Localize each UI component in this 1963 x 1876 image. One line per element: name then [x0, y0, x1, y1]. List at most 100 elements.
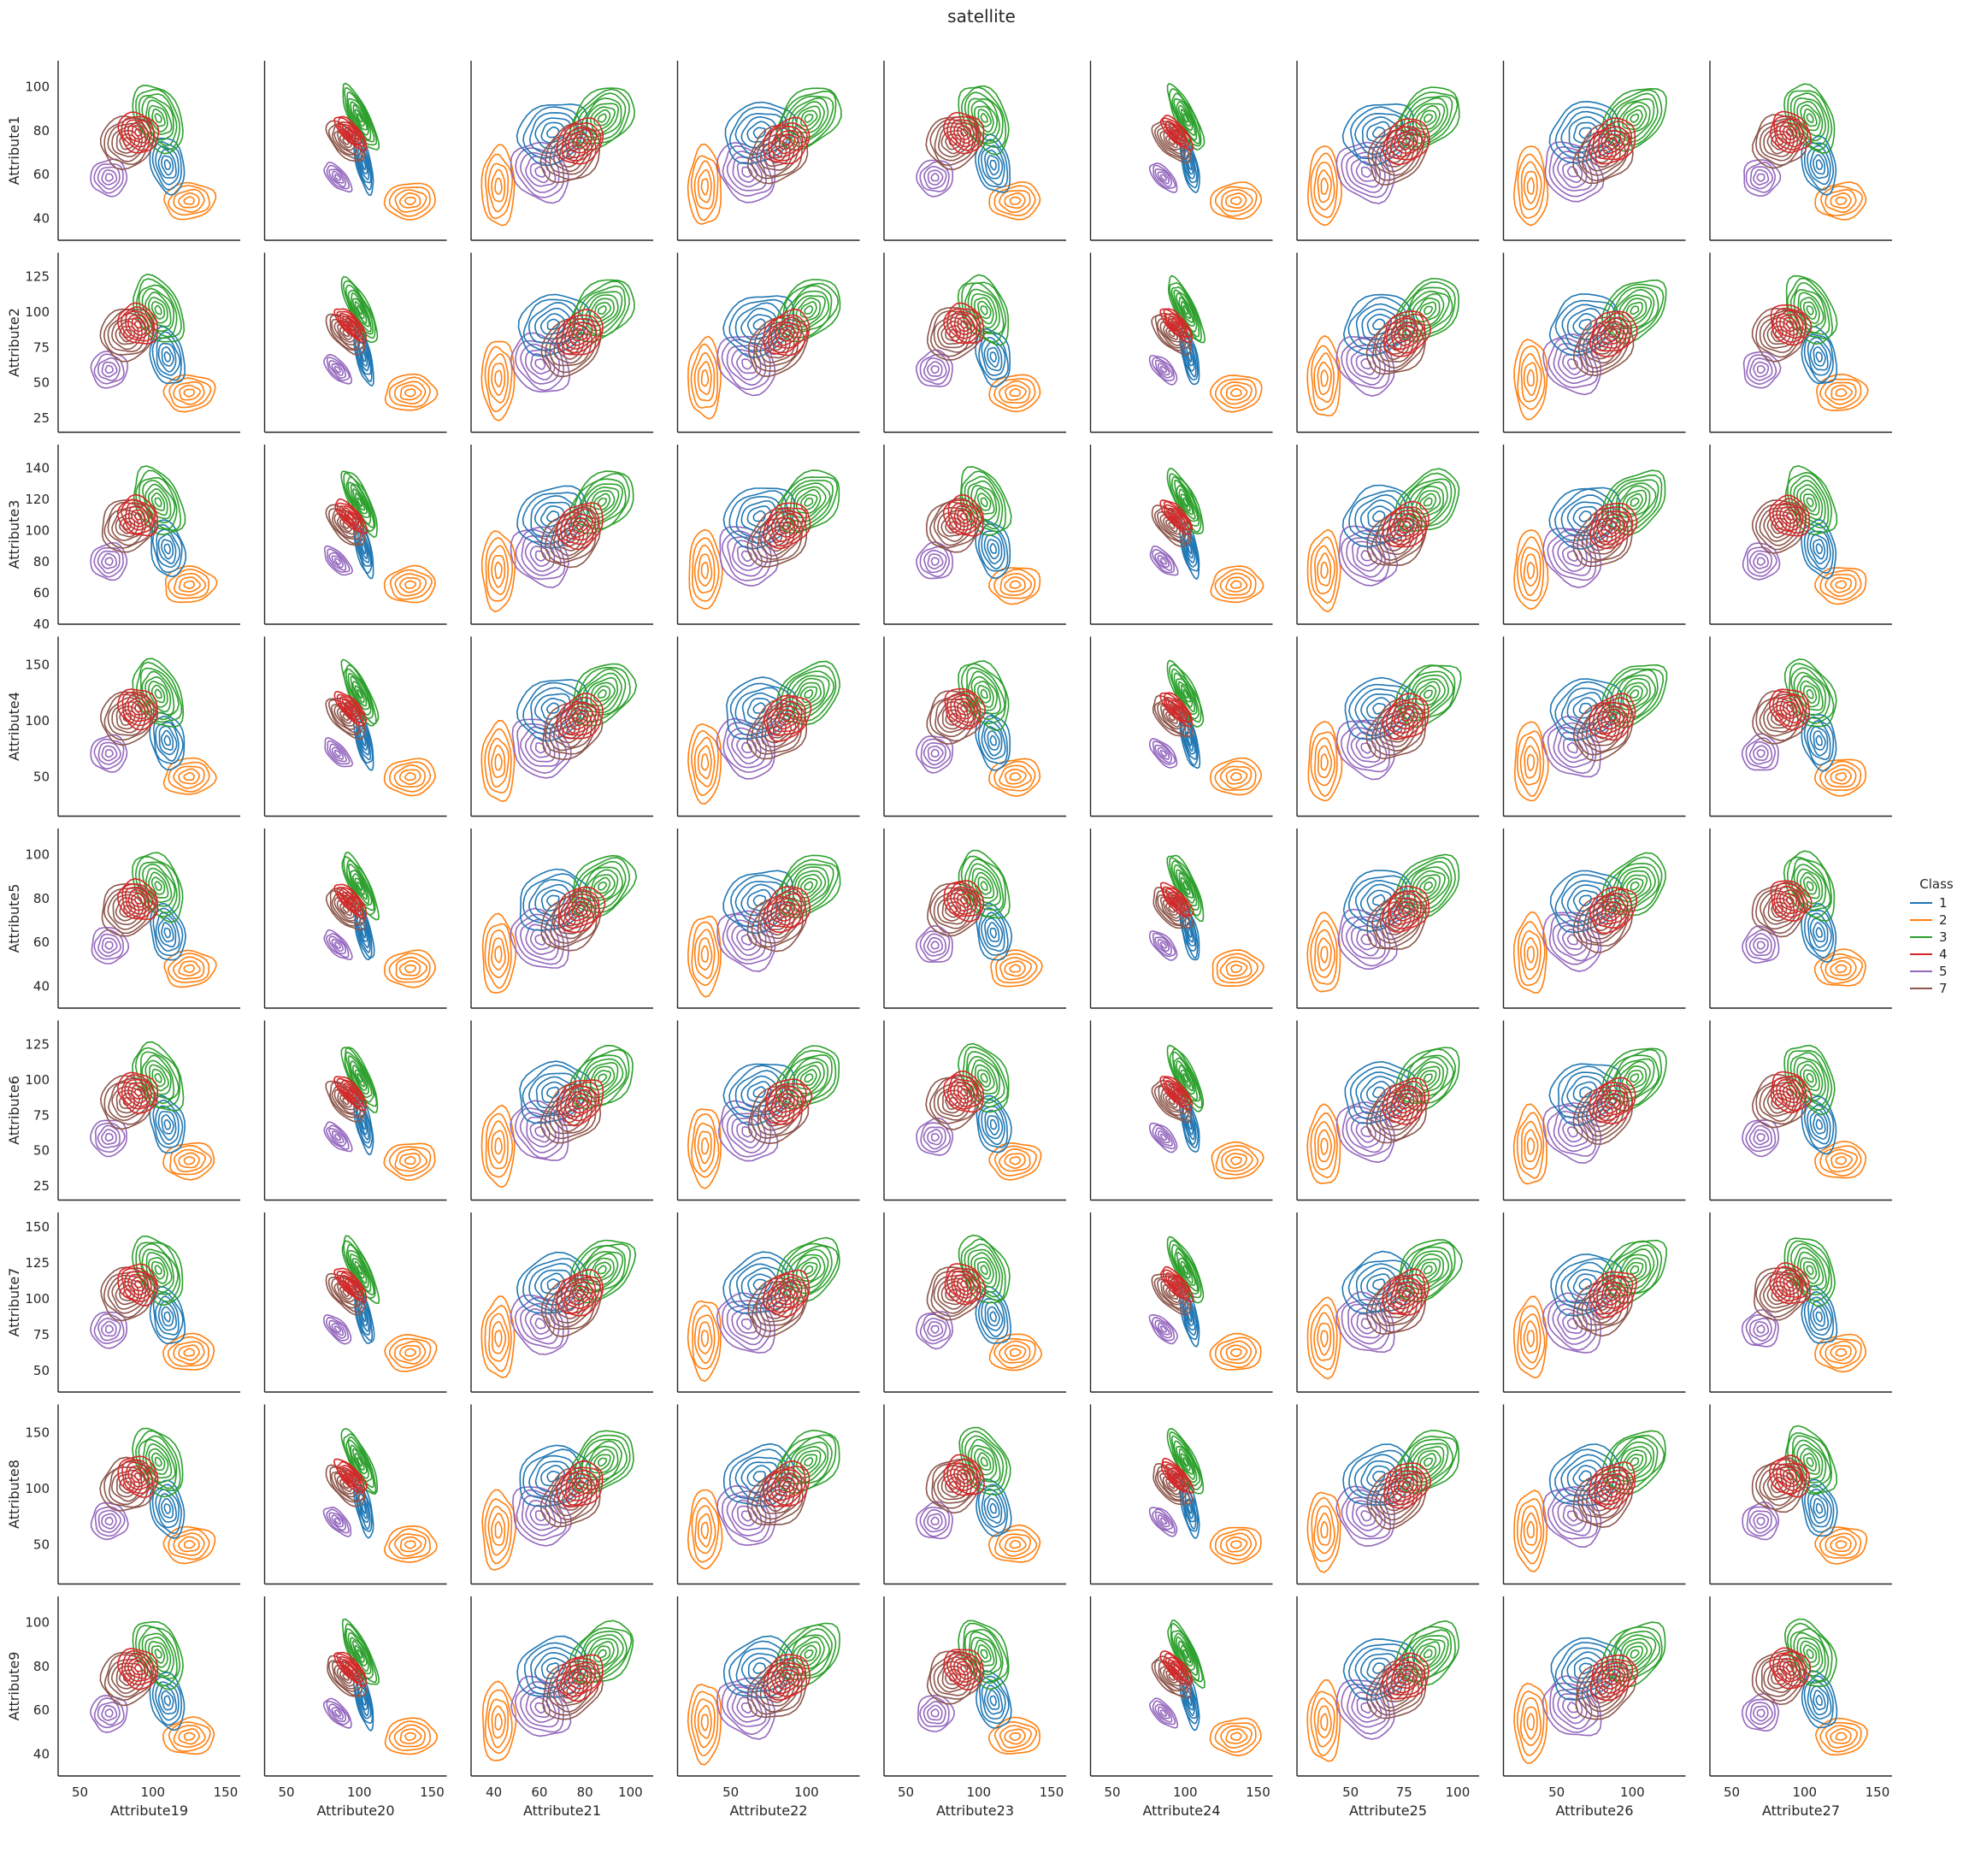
- kde-contour: [923, 357, 947, 381]
- kde-contour: [333, 941, 341, 949]
- panel-Attribute5-Attribute24: [1089, 829, 1273, 1009]
- kde-class-4: [763, 308, 811, 357]
- kde-contour: [1318, 1129, 1332, 1163]
- kde-contour: [178, 576, 202, 593]
- kde-contour: [1210, 565, 1264, 604]
- kde-contour: [1771, 498, 1807, 534]
- kde-contour: [1342, 1638, 1416, 1702]
- kde-contour: [1225, 960, 1248, 976]
- kde-contour: [575, 1672, 586, 1682]
- kde-contour: [540, 697, 567, 720]
- kde-contour: [1210, 181, 1263, 220]
- kde-contour: [133, 465, 186, 536]
- panel-Attribute3-Attribute26: [1502, 445, 1686, 625]
- kde-contour: [347, 321, 355, 328]
- kde-contour: [1742, 1119, 1779, 1158]
- kde-contour: [1783, 83, 1836, 154]
- kde-contour: [763, 140, 791, 168]
- kde-contour: [1776, 885, 1805, 915]
- kde-contour: [1547, 1300, 1597, 1351]
- kde-contour: [1756, 1708, 1766, 1718]
- kde-contour: [130, 1468, 145, 1484]
- kde-contour: [1164, 504, 1188, 528]
- kde-contour: [960, 512, 969, 521]
- kde-contour: [564, 126, 598, 158]
- kde-contour: [361, 159, 367, 171]
- kde-contour: [161, 155, 174, 176]
- x-axis-label: Attribute20: [316, 1802, 394, 1819]
- kde-contour: [168, 377, 212, 409]
- kde-contour: [546, 1278, 561, 1290]
- kde-contour: [534, 550, 546, 562]
- kde-contour: [999, 1340, 1031, 1364]
- kde-class-4: [1382, 1077, 1430, 1125]
- kde-contour: [519, 868, 592, 931]
- kde-contour: [358, 1686, 369, 1717]
- kde-contour: [1745, 1698, 1776, 1730]
- kde-contour: [1394, 512, 1418, 537]
- kde-contour: [342, 1659, 360, 1678]
- kde-contour: [778, 1285, 796, 1302]
- kde-contour: [775, 854, 841, 918]
- kde-contour: [156, 528, 180, 569]
- kde-contour: [1800, 871, 1820, 900]
- kde-contour: [1753, 745, 1769, 762]
- kde-contour: [1746, 354, 1777, 386]
- kde-contour: [1771, 1458, 1807, 1495]
- kde-contour: [484, 923, 512, 989]
- kde-contour: [1176, 869, 1195, 904]
- kde-contour: [1607, 328, 1618, 339]
- panel-Attribute6-Attribute24: [1089, 1020, 1273, 1201]
- kde-contour: [763, 116, 811, 165]
- kde-contour: [970, 1059, 999, 1095]
- kde-contour: [1520, 161, 1542, 210]
- kde-contour: [161, 539, 174, 560]
- kde-class-3: [1601, 1239, 1667, 1305]
- kde-class-2: [687, 143, 722, 225]
- kde-contour: [519, 151, 560, 193]
- kde-contour: [162, 374, 216, 413]
- kde-class-4: [116, 1648, 159, 1690]
- kde-contour: [974, 1064, 995, 1092]
- kde-contour: [775, 1045, 840, 1110]
- kde-class-3: [132, 852, 184, 923]
- kde-contour: [333, 115, 368, 151]
- kde-contour: [323, 545, 353, 576]
- kde-contour: [1756, 365, 1766, 375]
- kde-contour: [1415, 297, 1441, 323]
- kde-contour: [1173, 705, 1181, 712]
- kde-contour: [111, 317, 143, 351]
- kde-contour: [1148, 1122, 1178, 1153]
- kde-contour: [150, 519, 187, 577]
- kde-contour: [1215, 1145, 1259, 1176]
- kde-contour: [988, 181, 1041, 221]
- kde-contour: [581, 483, 623, 524]
- kde-contour: [152, 1100, 184, 1148]
- kde-contour: [101, 1513, 117, 1530]
- kde-contour: [593, 1261, 612, 1279]
- kde-contour: [989, 927, 997, 939]
- kde-contour: [763, 694, 812, 742]
- kde-contour: [981, 1106, 1005, 1146]
- kde-contour: [557, 886, 606, 934]
- kde-contour: [1423, 1265, 1433, 1275]
- kde-contour: [721, 339, 771, 391]
- kde-contour: [1220, 1725, 1253, 1749]
- kde-contour: [1835, 388, 1848, 398]
- kde-contour: [1423, 305, 1434, 316]
- kde-contour: [956, 509, 971, 525]
- kde-contour: [173, 1341, 205, 1366]
- kde-contour: [740, 1318, 752, 1330]
- kde-contour: [388, 1528, 431, 1560]
- kde-contour: [548, 1667, 592, 1713]
- kde-contour: [141, 1248, 174, 1294]
- kde-contour: [556, 692, 604, 740]
- kde-contour: [1548, 293, 1623, 357]
- kde-contour: [1173, 864, 1198, 906]
- kde-contour: [1824, 1148, 1859, 1173]
- kde-contour: [328, 168, 346, 188]
- kde-contour: [131, 1084, 146, 1100]
- kde-contour: [988, 374, 1041, 413]
- kde-contour: [1783, 850, 1836, 922]
- kde-contour: [795, 1256, 822, 1283]
